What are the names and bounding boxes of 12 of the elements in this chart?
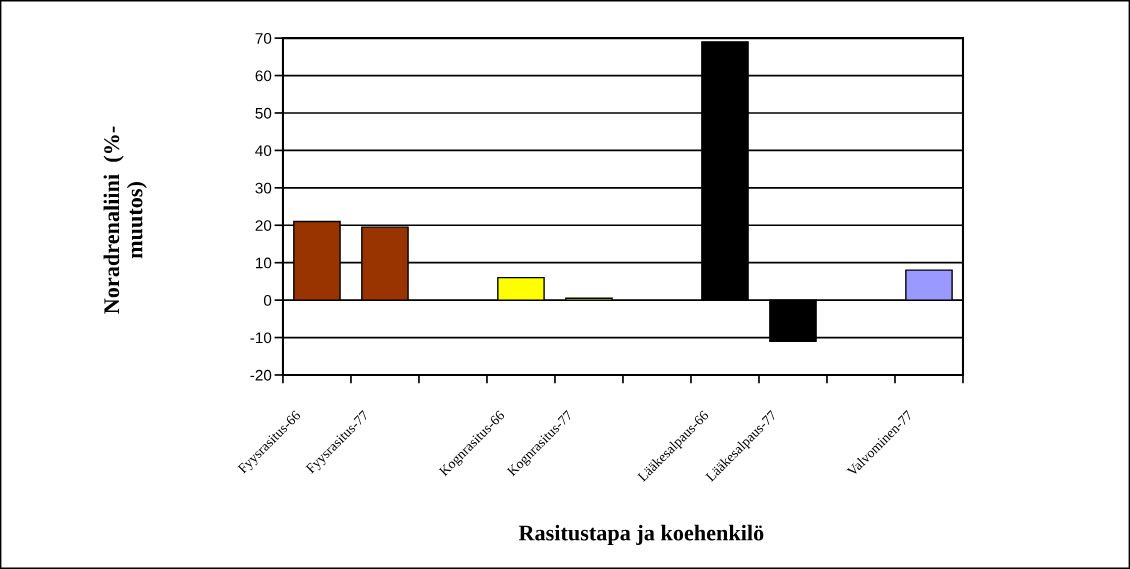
x-axis-title: Rasitustapa ja koehenkilö [518,524,764,546]
y-tick-label: 50 [255,107,272,119]
y-tick-label: 20 [255,220,272,231]
y-tick-label: 70 [255,32,272,44]
y-tick-label: 10 [256,257,272,269]
y-tick-label: 0 [263,294,272,306]
y-axis-title: Noradrenaliini (%- muutos) [103,126,147,314]
y-tick-label: 60 [255,70,272,82]
y-tick-label: 40 [255,145,272,157]
y-tick-label: -20 [250,369,272,381]
y-tick-label: 30 [255,182,272,194]
y-tick-label: -10 [250,332,272,344]
